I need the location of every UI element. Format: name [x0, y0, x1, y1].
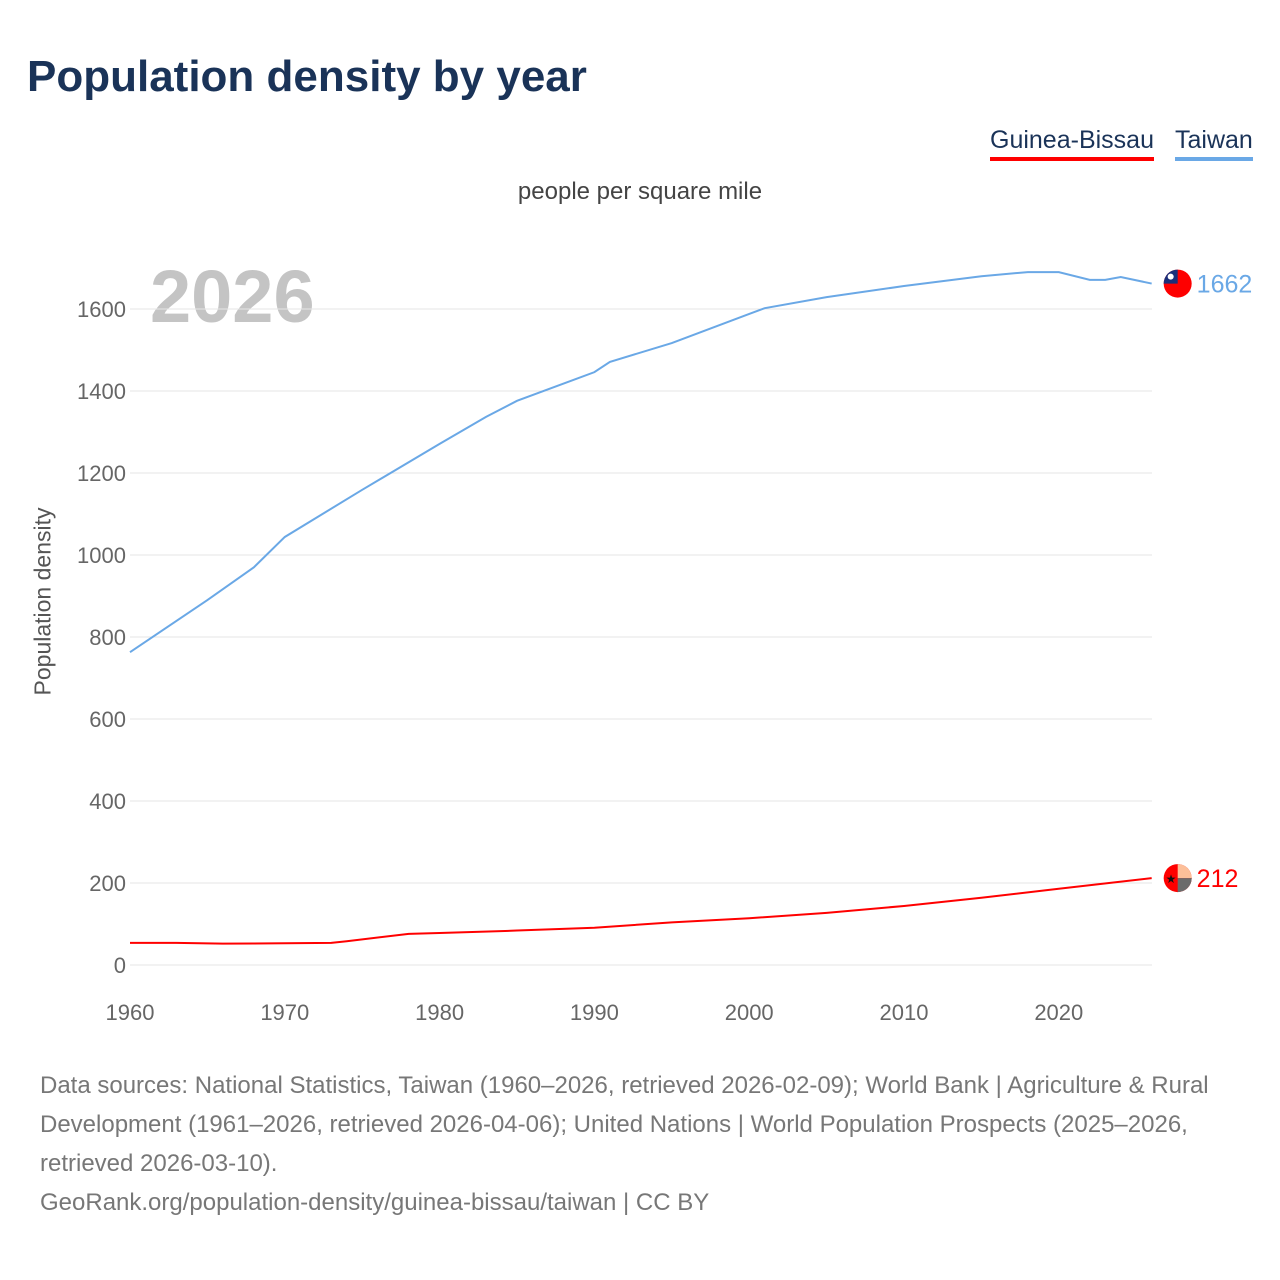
- y-tick-label: 200: [89, 871, 126, 896]
- y-tick-label: 0: [114, 953, 126, 978]
- end-value-label: 212: [1197, 865, 1239, 893]
- data-sources: Data sources: National Statistics, Taiwa…: [40, 1072, 1209, 1177]
- y-tick-label: 400: [89, 789, 126, 814]
- flag-sun-icon: [1167, 273, 1174, 280]
- chart-subtitle: people per square mile: [517, 178, 763, 205]
- y-tick-label: 1600: [77, 297, 126, 322]
- y-tick-label: 800: [89, 625, 126, 650]
- x-tick-label: 1960: [106, 1000, 155, 1025]
- x-tick-label: 1980: [415, 1000, 464, 1025]
- series-line-guinea-bissau: [130, 877, 1152, 945]
- chart-title: Population density by year: [27, 52, 587, 101]
- year-label: 2026: [150, 255, 315, 338]
- x-tick-label: 2000: [725, 1000, 774, 1025]
- end-value-label: 1662: [1197, 271, 1253, 299]
- x-tick-label: 2020: [1034, 1000, 1083, 1025]
- flag-yellow: [1177, 864, 1192, 879]
- x-tick-label: 1970: [260, 1000, 309, 1025]
- footer: Data sources: National Statistics, Taiwa…: [40, 1066, 1250, 1222]
- x-tick-label: 1990: [570, 1000, 619, 1025]
- x-tick-label: 2010: [880, 1000, 929, 1025]
- y-tick-label: 600: [89, 707, 126, 732]
- source-link[interactable]: GeoRank.org/population-density/guinea-bi…: [40, 1189, 710, 1216]
- y-tick-label: 1000: [77, 543, 126, 568]
- series-line-taiwan: [129, 271, 1152, 653]
- y-tick-label: 1400: [77, 379, 126, 404]
- y-tick-label: 1200: [77, 461, 126, 486]
- flag-star-icon: ★: [1166, 872, 1177, 886]
- legend-guinea-bissau[interactable]: Guinea-Bissau: [990, 126, 1154, 161]
- flag-green: [1177, 878, 1192, 893]
- legend-taiwan[interactable]: Taiwan: [1175, 126, 1253, 161]
